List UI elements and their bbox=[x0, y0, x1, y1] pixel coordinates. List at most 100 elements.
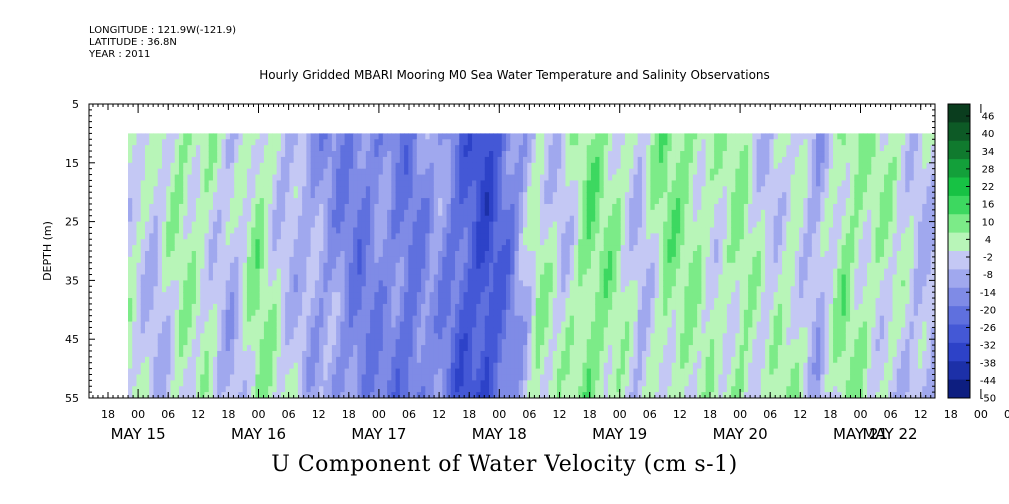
heatmap-cell bbox=[472, 292, 477, 299]
heatmap-cell bbox=[484, 356, 490, 364]
heatmap-cell bbox=[157, 321, 163, 329]
heatmap-cell bbox=[204, 374, 210, 381]
heatmap-cell bbox=[289, 209, 295, 217]
heatmap-cell bbox=[238, 380, 244, 387]
heatmap-cell bbox=[518, 174, 524, 182]
heatmap-cell bbox=[238, 221, 244, 229]
heatmap-cell bbox=[200, 256, 206, 264]
heatmap-cell bbox=[157, 368, 163, 376]
heatmap-cell bbox=[484, 209, 490, 217]
heatmap-cell bbox=[212, 345, 218, 352]
heatmap-cell bbox=[217, 251, 223, 258]
heatmap-cell bbox=[208, 386, 214, 393]
heatmap-cell bbox=[412, 156, 418, 164]
heatmap-cell bbox=[489, 251, 494, 258]
heatmap-cell bbox=[476, 245, 482, 252]
heatmap-cell bbox=[561, 380, 567, 387]
heatmap-cell bbox=[314, 227, 320, 234]
heatmap-cell bbox=[590, 280, 596, 287]
heatmap-cell bbox=[306, 145, 312, 152]
heatmap-cell bbox=[225, 321, 231, 329]
heatmap-cell bbox=[336, 298, 341, 305]
heatmap-cell bbox=[306, 268, 312, 276]
heatmap-cell bbox=[416, 309, 422, 317]
heatmap-cell bbox=[293, 215, 299, 223]
heatmap-cell bbox=[484, 198, 490, 205]
heatmap-cell bbox=[425, 168, 431, 176]
heatmap-cell bbox=[421, 251, 426, 258]
heatmap-cell bbox=[259, 139, 265, 146]
heatmap-cell bbox=[497, 392, 503, 398]
heatmap-cell bbox=[234, 315, 240, 323]
heatmap-cell bbox=[183, 303, 189, 311]
heatmap-cell bbox=[433, 362, 439, 370]
heatmap-cell bbox=[128, 198, 133, 205]
heatmap-cell bbox=[353, 345, 358, 352]
heatmap-cell bbox=[556, 386, 562, 393]
heatmap-cell bbox=[565, 339, 571, 346]
heatmap-cell bbox=[378, 203, 384, 211]
heatmap-cell bbox=[259, 274, 265, 281]
heatmap-cell bbox=[489, 274, 494, 281]
heatmap-cell bbox=[582, 256, 588, 264]
heatmap-cell bbox=[183, 251, 189, 258]
heatmap-cell bbox=[297, 368, 303, 376]
heatmap-cell bbox=[331, 245, 337, 252]
heatmap-cell bbox=[590, 298, 596, 305]
heatmap-cell bbox=[353, 215, 358, 223]
heatmap-cell bbox=[578, 151, 584, 158]
heatmap-cell bbox=[361, 327, 367, 334]
heatmap-cell bbox=[421, 315, 426, 323]
heatmap-cell bbox=[590, 221, 596, 229]
heatmap-cell bbox=[387, 192, 392, 199]
heatmap-cell bbox=[535, 174, 541, 182]
heatmap-cell bbox=[450, 192, 456, 199]
heatmap-cell bbox=[514, 286, 520, 293]
heatmap-cell bbox=[327, 321, 333, 329]
heatmap-cell bbox=[531, 198, 537, 205]
heatmap-cell bbox=[263, 256, 269, 264]
heatmap-cell bbox=[187, 350, 193, 358]
heatmap-cell bbox=[578, 251, 584, 258]
heatmap-cell bbox=[365, 327, 371, 334]
heatmap-cell bbox=[178, 362, 184, 370]
heatmap-cell bbox=[387, 174, 392, 182]
heatmap-cell bbox=[548, 180, 554, 187]
heatmap-cell bbox=[404, 380, 409, 387]
heatmap-cell bbox=[548, 145, 554, 152]
heatmap-cell bbox=[556, 368, 562, 376]
heatmap-cell bbox=[548, 245, 554, 252]
heatmap-cell bbox=[510, 174, 516, 182]
heatmap-cell bbox=[149, 315, 155, 323]
heatmap-cell bbox=[416, 198, 422, 205]
heatmap-cell bbox=[370, 162, 375, 170]
heatmap-cell bbox=[463, 251, 469, 258]
heatmap-cell bbox=[153, 198, 159, 205]
heatmap-cell bbox=[319, 362, 324, 370]
heatmap-cell bbox=[365, 286, 371, 293]
heatmap-cell bbox=[429, 356, 435, 364]
heatmap-cell bbox=[327, 168, 333, 176]
heatmap-cell bbox=[416, 145, 422, 152]
heatmap-cell bbox=[450, 392, 456, 398]
heatmap-cell bbox=[548, 309, 554, 317]
heatmap-cell bbox=[404, 215, 409, 223]
heatmap-cell bbox=[467, 251, 473, 258]
heatmap-cell bbox=[472, 209, 477, 217]
heatmap-cell bbox=[302, 262, 307, 270]
heatmap-cell bbox=[357, 333, 363, 340]
heatmap-cell bbox=[357, 221, 363, 229]
heatmap-cell bbox=[446, 168, 452, 176]
heatmap-cell bbox=[561, 186, 567, 193]
heatmap-cell bbox=[493, 350, 499, 358]
heatmap-cell bbox=[501, 356, 507, 364]
heatmap-cell bbox=[289, 280, 295, 287]
heatmap-cell bbox=[144, 145, 150, 152]
heatmap-cell bbox=[438, 368, 443, 376]
heatmap-cell bbox=[506, 251, 511, 258]
heatmap-cell bbox=[128, 380, 133, 387]
heatmap-cell bbox=[306, 192, 312, 199]
heatmap-cell bbox=[489, 386, 494, 393]
heatmap-cell bbox=[442, 245, 448, 252]
heatmap-cell bbox=[153, 392, 159, 398]
